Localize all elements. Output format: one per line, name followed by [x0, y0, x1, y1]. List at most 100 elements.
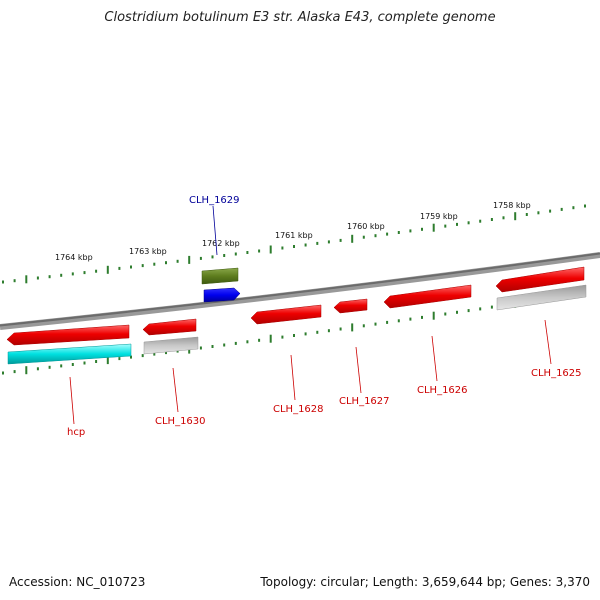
outer-minor-tick	[339, 238, 342, 242]
gene-label-clh-1627[interactable]: CLH_1627	[339, 396, 390, 407]
outer-minor-tick	[246, 251, 249, 254]
outer-minor-tick	[362, 235, 365, 239]
inner-minor-tick	[467, 309, 470, 313]
gene-label-clh-1630[interactable]: CLH_1630	[155, 416, 206, 427]
inner-minor-tick	[13, 370, 16, 374]
outer-major-tick	[25, 275, 28, 284]
outer-major-tick	[269, 245, 272, 254]
outer-major-tick	[188, 255, 191, 264]
genome-backbone-highlight	[0, 252, 600, 327]
outer-minor-tick	[409, 229, 412, 233]
inner-minor-tick	[118, 357, 121, 361]
outer-minor-tick	[327, 240, 330, 244]
genome-summary-text: Topology: circular; Length: 3,659,644 bp…	[260, 575, 590, 589]
gene-label-clh-1625[interactable]: CLH_1625	[531, 368, 582, 379]
inner-minor-tick	[409, 317, 412, 321]
outer-minor-tick	[293, 245, 295, 248]
inner-minor-tick	[83, 361, 86, 365]
gene-label-clh-1626[interactable]: CLH_1626	[417, 385, 468, 396]
leader-clh-1627	[355, 346, 362, 394]
feature-clh-1630[interactable]	[142, 318, 197, 336]
tick-label-1763: 1763 kbp	[129, 247, 167, 256]
inner-minor-tick	[421, 315, 423, 319]
features-secondary	[7, 284, 587, 365]
feature-clh-1625[interactable]	[495, 266, 585, 293]
outer-minor-tick	[502, 216, 505, 220]
outer-minor-tick	[130, 265, 132, 269]
outer-minor-tick	[223, 254, 226, 257]
outer-minor-tick	[48, 275, 51, 279]
inner-minor-tick	[48, 365, 51, 369]
outer-minor-tick	[525, 213, 528, 216]
tick-label-1762: 1762 kbp	[202, 239, 240, 248]
tick-label-1759: 1759 kbp	[420, 212, 458, 221]
gene-label-clh-1628[interactable]: CLH_1628	[273, 404, 324, 415]
feature-clh-1630-gray[interactable]	[143, 336, 199, 355]
inner-minor-tick	[141, 354, 144, 358]
inner-minor-tick	[2, 371, 4, 375]
outer-minor-tick	[36, 276, 39, 280]
outer-minor-tick	[176, 259, 179, 263]
leader-clh-1626	[431, 335, 438, 382]
feature-hcp-cyan[interactable]	[7, 343, 132, 365]
inner-minor-tick	[362, 324, 365, 328]
tick-label-1758: 1758 kbp	[493, 201, 531, 210]
outer-minor-tick	[153, 262, 156, 266]
outer-minor-tick	[549, 209, 552, 213]
feature-clh-1626[interactable]	[383, 284, 472, 309]
inner-minor-tick	[199, 346, 202, 350]
inner-minor-tick	[258, 338, 261, 342]
outer-major-tick	[106, 265, 109, 274]
inner-minor-tick	[246, 340, 249, 344]
inner-minor-tick	[444, 312, 447, 316]
feature-green[interactable]	[201, 267, 239, 285]
inner-minor-tick	[234, 341, 237, 345]
outer-minor-tick	[199, 256, 202, 260]
inner-minor-tick	[71, 363, 74, 366]
feature-clh-1628[interactable]	[250, 304, 322, 325]
feature-hcp[interactable]	[6, 324, 130, 346]
feature-clh-1629[interactable]	[203, 287, 241, 303]
inner-minor-tick	[397, 319, 400, 323]
outer-minor-tick	[572, 206, 575, 210]
inner-major-tick	[432, 311, 435, 320]
accession-text: Accession: NC_010723	[9, 575, 146, 589]
inner-minor-tick	[386, 320, 389, 324]
outer-minor-tick	[60, 273, 63, 277]
inner-minor-tick	[223, 343, 226, 347]
outer-minor-tick	[118, 266, 121, 270]
outer-minor-tick	[83, 271, 86, 275]
outer-major-tick	[514, 212, 517, 221]
inner-minor-tick	[479, 307, 482, 311]
label-leaders	[69, 205, 552, 425]
inner-minor-tick	[95, 360, 98, 363]
leader-clh-1630	[172, 367, 179, 413]
inner-minor-tick	[456, 310, 458, 314]
inner-minor-tick	[374, 322, 377, 326]
outer-tick-ruler	[2, 204, 586, 284]
outer-minor-tick	[421, 227, 423, 231]
inner-major-tick	[351, 323, 354, 332]
features-forward	[201, 267, 241, 303]
gene-label-hcp[interactable]: hcp	[67, 427, 85, 438]
inner-minor-tick	[293, 334, 295, 337]
inner-minor-tick	[281, 335, 284, 339]
inner-minor-tick	[316, 330, 319, 334]
feature-clh-1627[interactable]	[333, 298, 368, 314]
outer-minor-tick	[165, 261, 167, 265]
gene-label-clh-1629[interactable]: CLH_1629	[189, 195, 240, 206]
inner-major-tick	[25, 366, 28, 375]
leader-clh-1625	[544, 319, 552, 365]
outer-major-tick	[432, 223, 435, 232]
inner-minor-tick	[490, 305, 493, 309]
outer-minor-tick	[479, 219, 482, 223]
outer-minor-tick	[211, 255, 214, 259]
feature-clh-1625-gray[interactable]	[496, 284, 587, 311]
outer-minor-tick	[537, 211, 540, 215]
outer-minor-tick	[71, 272, 74, 276]
outer-minor-tick	[560, 207, 563, 211]
tick-labels: 1764 kbp 1763 kbp 1762 kbp 1761 kbp 1760…	[55, 201, 531, 262]
outer-minor-tick	[490, 218, 493, 221]
outer-minor-tick	[456, 222, 458, 226]
